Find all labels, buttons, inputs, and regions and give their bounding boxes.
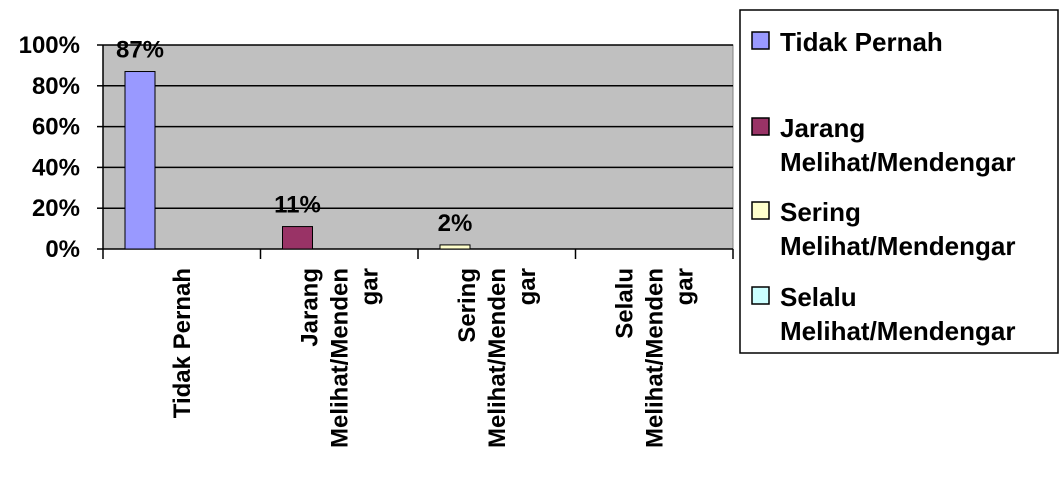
data-label: 11% [274,192,321,219]
legend-swatch [751,286,770,305]
legend-entry: Sering Melihat/Mendengar [751,197,1015,261]
x-category-label-line: gar [671,268,698,305]
axes [102,45,734,259]
x-category-label-line: Jarang [296,268,323,347]
legend-label: Melihat/Mendengar [780,316,1015,346]
legend-swatch [751,117,770,136]
bar [282,226,313,250]
y-tick-label: 20% [32,195,80,222]
y-tick-label: 80% [32,73,80,100]
legend-entry: Tidak Pernah [751,27,943,57]
x-category-label: Tidak Pernah [169,268,196,418]
x-category-label: Selalu Melihat/Menden gar [611,268,698,448]
legend-entry: Selalu Melihat/Mendengar [751,282,1015,346]
y-tick-label: 0% [45,236,80,263]
x-category-label-line: gar [356,268,383,305]
legend-label: Jarang [780,113,865,143]
data-label: 2% [438,210,473,237]
data-labels: 87% 11% 2% [116,37,472,237]
bar [124,71,156,250]
y-tick-label: 100% [19,32,80,59]
legend-label: Sering [780,197,861,227]
x-category-label-line: gar [514,268,541,305]
x-category-label-line: Melihat/Menden [326,268,353,448]
y-tick-label: 40% [32,154,80,181]
legend-swatch [751,31,770,50]
x-category-label-line: Tidak Pernah [169,268,196,418]
x-category-label: Jarang Melihat/Menden gar [296,268,383,448]
y-axis-ticks: 0% 20% 40% 60% 80% 100% [19,32,103,263]
legend-box [739,9,1059,354]
x-category-label-line: Sering [454,268,481,343]
x-axis-categories: Tidak Pernah Jarang Melihat/Menden gar Serin… [169,268,699,448]
bar [439,244,471,250]
gridlines [103,44,733,209]
x-category-label-line: Melihat/Menden [484,268,511,448]
plot-area [102,44,734,250]
x-category-label-line: Melihat/Menden [641,268,668,448]
x-category-label-line: Selalu [611,268,638,339]
legend-label: Melihat/Mendengar [780,147,1015,177]
legend-swatch [751,201,770,220]
legend-entry: Jarang Melihat/Mendengar [751,113,1015,177]
bars [124,71,471,250]
legend-label: Melihat/Mendengar [780,231,1015,261]
legend: Tidak PernahJarangMelihat/MendengarSerin… [739,9,1059,354]
y-tick-label: 60% [32,114,80,141]
legend-label: Tidak Pernah [780,27,943,57]
x-category-label: Sering Melihat/Menden gar [454,268,541,448]
legend-label: Selalu [780,282,857,312]
data-label: 87% [116,37,164,64]
